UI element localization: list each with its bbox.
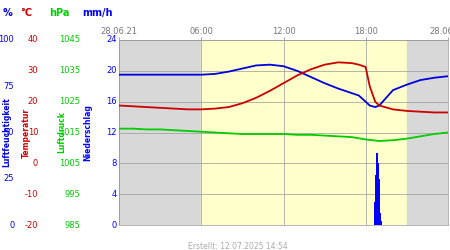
Text: 25: 25 (4, 174, 14, 183)
Text: 100: 100 (0, 36, 14, 44)
Bar (379, 179, 380, 225)
Text: 50: 50 (4, 128, 14, 137)
Text: 0: 0 (9, 220, 14, 230)
Text: mm/h: mm/h (82, 8, 113, 18)
Text: hPa: hPa (50, 8, 70, 18)
Text: -10: -10 (25, 190, 38, 199)
Text: 16: 16 (106, 97, 117, 106)
Bar (377, 153, 378, 225)
Bar (378, 163, 379, 225)
Bar (381, 221, 382, 225)
Text: Temperatur: Temperatur (22, 108, 31, 158)
Text: 40: 40 (27, 36, 38, 44)
Text: 1015: 1015 (59, 128, 80, 137)
Text: -20: -20 (25, 220, 38, 230)
Text: 10: 10 (27, 128, 38, 137)
Text: %: % (2, 8, 12, 18)
Bar (202, 40, 407, 225)
Text: °C: °C (20, 8, 32, 18)
Text: 20: 20 (27, 97, 38, 106)
Text: Niederschlag: Niederschlag (84, 104, 93, 161)
Bar (380, 214, 381, 225)
Text: 1035: 1035 (59, 66, 80, 75)
Text: 985: 985 (64, 220, 80, 230)
Text: 75: 75 (4, 82, 14, 91)
Text: 24: 24 (106, 36, 117, 44)
Text: 1005: 1005 (59, 159, 80, 168)
Text: 995: 995 (64, 190, 80, 199)
Text: Erstellt: 12.07.2025 14:54: Erstellt: 12.07.2025 14:54 (188, 242, 288, 250)
Text: 12: 12 (106, 128, 117, 137)
Bar (374, 202, 375, 225)
Text: 1025: 1025 (59, 97, 80, 106)
Text: 4: 4 (112, 190, 117, 199)
Text: 1045: 1045 (59, 36, 80, 44)
Bar (376, 153, 377, 225)
Text: 30: 30 (27, 66, 38, 75)
Text: 8: 8 (112, 159, 117, 168)
Bar (407, 40, 448, 225)
Text: Luftdruck: Luftdruck (58, 112, 67, 154)
Text: 0: 0 (33, 159, 38, 168)
Bar (119, 40, 202, 225)
Text: 20: 20 (106, 66, 117, 75)
Text: 0: 0 (112, 220, 117, 230)
Text: Luftfeuchtigkeit: Luftfeuchtigkeit (3, 98, 12, 168)
